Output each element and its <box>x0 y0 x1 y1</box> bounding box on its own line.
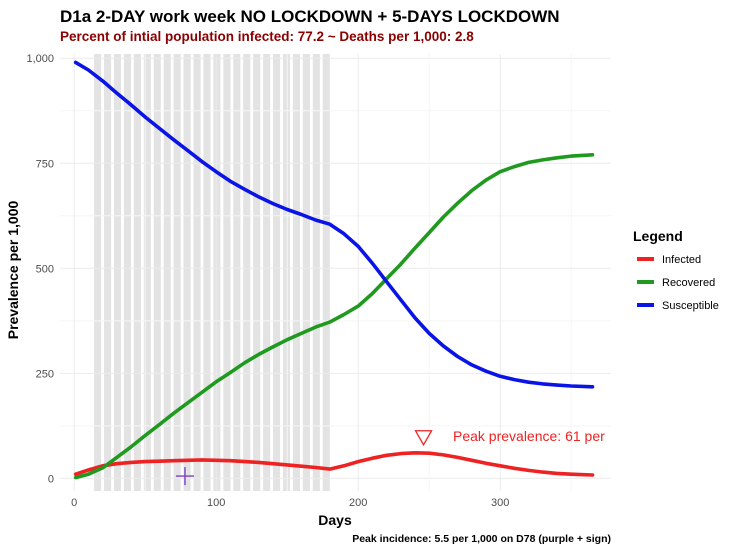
lockdown-band <box>133 54 141 491</box>
lockdown-band <box>322 54 330 491</box>
lockdown-band <box>153 54 161 491</box>
lockdown-band <box>123 54 132 491</box>
y-tick-label: 1,000 <box>26 53 54 65</box>
lockdown-band <box>113 54 122 491</box>
chart-caption: Peak incidence: 5.5 per 1,000 on D78 (pu… <box>352 533 611 545</box>
tick-labels: 0 250 500 750 1,000 0 100 200 300 <box>26 53 509 509</box>
lockdown-band <box>243 54 251 491</box>
legend-label-infected: Infected <box>662 254 701 266</box>
series-line-infected <box>73 450 595 477</box>
y-tick-label: 750 <box>36 158 54 170</box>
lockdown-band <box>104 54 112 491</box>
lockdown-band <box>183 54 191 491</box>
x-tick-label: 200 <box>349 497 367 509</box>
series-lines <box>73 60 595 480</box>
x-axis-title: Days <box>318 512 352 528</box>
markers <box>175 430 433 486</box>
lockdown-band <box>173 54 181 491</box>
lockdown-band <box>213 54 221 491</box>
lockdown-band <box>263 54 271 491</box>
lockdown-bands <box>94 54 330 491</box>
lockdown-band <box>302 54 310 491</box>
lockdown-band <box>223 54 231 491</box>
grid <box>60 54 611 491</box>
lockdown-band <box>312 54 320 491</box>
x-tick-label: 100 <box>207 497 225 509</box>
lockdown-band <box>253 54 261 491</box>
series-line-recovered <box>73 153 595 480</box>
legend-title: Legend <box>633 228 683 244</box>
legend: Legend Infected Recovered Susceptible <box>633 228 719 312</box>
legend-label-recovered: Recovered <box>662 277 715 289</box>
lockdown-band <box>292 54 300 491</box>
lockdown-band <box>282 54 291 491</box>
lockdown-band <box>143 54 151 491</box>
y-tick-label: 0 <box>48 473 54 485</box>
y-tick-label: 250 <box>36 368 54 380</box>
y-tick-label: 500 <box>36 263 54 275</box>
lockdown-band <box>233 54 241 491</box>
legend-label-susceptible: Susceptible <box>662 300 719 312</box>
lockdown-band <box>94 54 102 491</box>
lockdown-band <box>203 54 211 491</box>
chart-title: D1a 2-DAY work week NO LOCKDOWN + 5-DAYS… <box>60 7 560 26</box>
chart-subtitle: Percent of intial population infected: 7… <box>60 29 474 44</box>
peak-prevalence-label: Peak prevalence: 61 per <box>453 428 605 444</box>
lockdown-band <box>163 54 171 491</box>
peak-incidence-plus-marker <box>175 467 194 486</box>
lockdown-band <box>193 54 201 491</box>
x-tick-label: 0 <box>71 497 77 509</box>
y-axis-title: Prevalence per 1,000 <box>5 201 21 340</box>
peak-prevalence-triangle-marker <box>414 430 433 447</box>
series-line-susceptible <box>73 60 595 389</box>
x-tick-label: 300 <box>491 497 509 509</box>
lockdown-band <box>273 54 281 491</box>
